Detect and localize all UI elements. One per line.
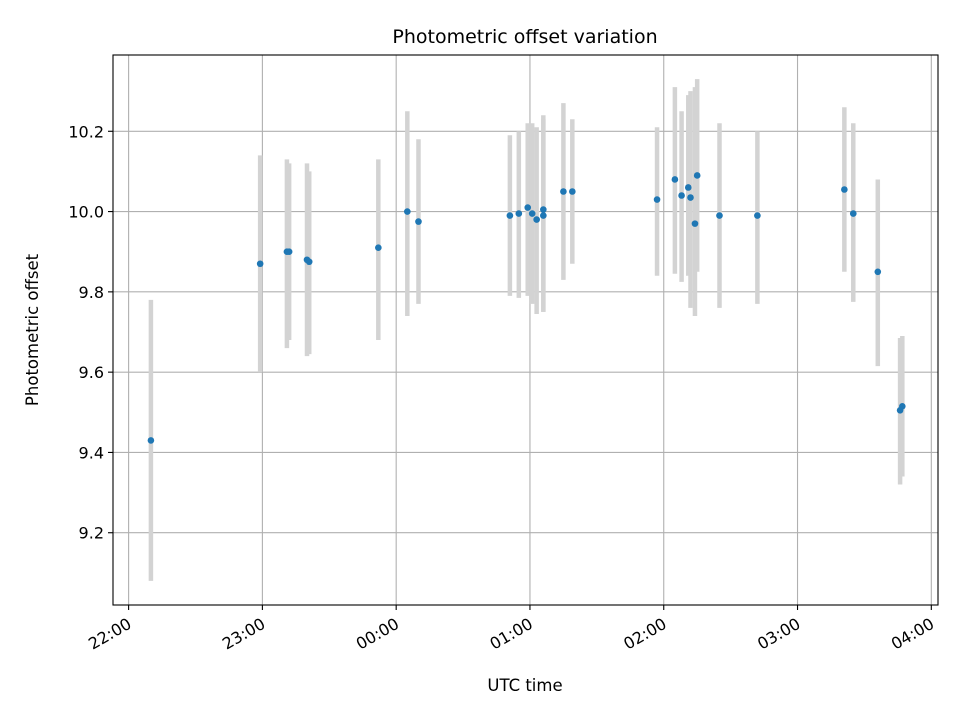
y-axis-label: Photometric offset bbox=[23, 253, 42, 406]
data-point bbox=[147, 437, 155, 444]
data-point bbox=[515, 210, 523, 217]
data-point bbox=[678, 192, 685, 199]
data-point bbox=[874, 268, 882, 276]
data-point bbox=[305, 258, 313, 266]
data-point bbox=[415, 218, 422, 225]
y-tick-label: 9.6 bbox=[79, 363, 104, 382]
chart-title: Photometric offset variation bbox=[392, 26, 657, 48]
data-point bbox=[716, 212, 723, 219]
data-point bbox=[506, 212, 514, 219]
data-point bbox=[285, 248, 293, 256]
data-point bbox=[524, 204, 532, 211]
data-point bbox=[653, 196, 661, 203]
data-point bbox=[256, 260, 264, 268]
data-point bbox=[375, 244, 382, 252]
data-point bbox=[404, 208, 411, 215]
data-point bbox=[569, 188, 576, 195]
data-point bbox=[671, 176, 679, 183]
data-point bbox=[533, 216, 540, 223]
x-axis-label: UTC time bbox=[487, 676, 562, 695]
y-tick-label: 9.4 bbox=[79, 443, 104, 462]
data-point bbox=[684, 184, 692, 191]
data-point bbox=[560, 188, 567, 195]
data-point bbox=[528, 210, 536, 217]
data-point bbox=[687, 194, 694, 201]
data-point bbox=[841, 186, 848, 193]
data-point bbox=[693, 172, 701, 179]
plot-frame bbox=[112, 54, 939, 606]
data-point bbox=[754, 212, 761, 219]
data-point bbox=[849, 210, 857, 217]
data-point bbox=[691, 220, 699, 227]
y-tick-label: 10.0 bbox=[68, 203, 104, 222]
data-point bbox=[899, 402, 906, 410]
y-tick-label: 9.8 bbox=[79, 283, 104, 302]
data-points bbox=[147, 172, 906, 444]
data-point bbox=[540, 206, 547, 213]
y-tick-label: 9.2 bbox=[79, 524, 104, 543]
y-tick-label: 10.2 bbox=[68, 122, 104, 141]
data-point bbox=[540, 212, 547, 219]
